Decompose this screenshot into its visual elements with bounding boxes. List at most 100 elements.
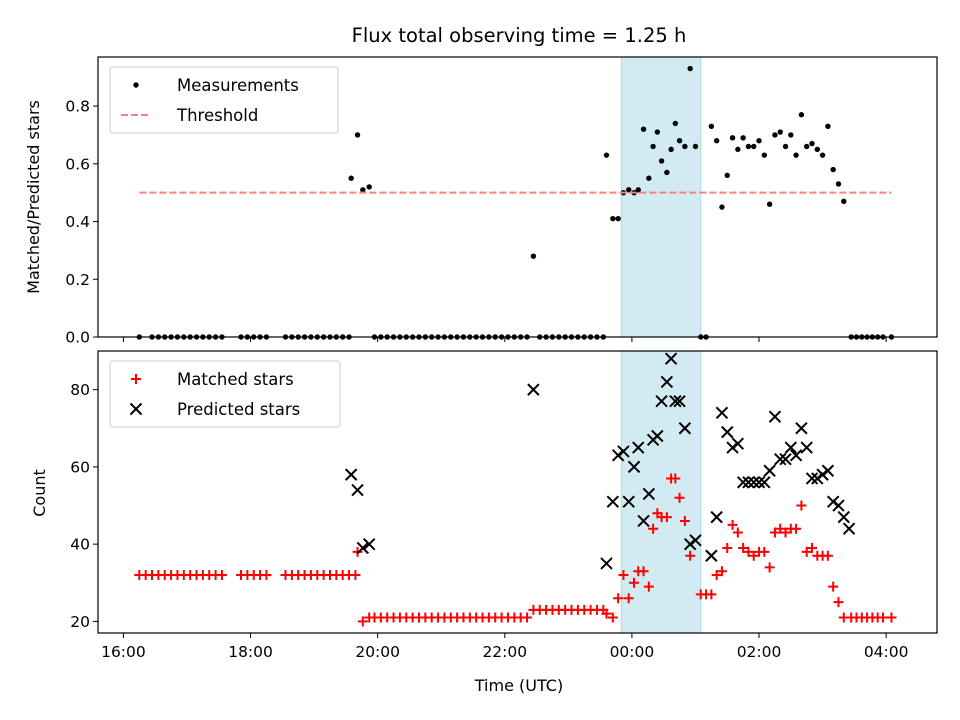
measurement-point — [635, 187, 641, 193]
matched-star-marker — [607, 612, 618, 623]
matched-star-marker — [764, 562, 775, 573]
predicted-star-marker — [617, 445, 630, 458]
matched-star-marker — [738, 543, 749, 554]
matched-star-marker — [822, 550, 833, 561]
matched-star-marker — [261, 570, 272, 581]
predicted-star-marker — [789, 449, 803, 462]
predicted-star-marker — [805, 472, 819, 485]
measurement-point — [740, 135, 746, 141]
measurement-point — [615, 215, 621, 222]
measurement-point — [809, 140, 815, 147]
predicted-star-marker — [683, 537, 697, 551]
predicted-star-marker — [660, 375, 674, 389]
predicted-star-marker — [673, 395, 686, 408]
top-y-tick-label: 0.4 — [65, 213, 90, 231]
bottom-y-tick-label: 60 — [70, 458, 90, 476]
predicted-star-marker — [527, 383, 540, 396]
matched-star-marker — [791, 523, 802, 534]
top-axes-frame — [97, 56, 938, 338]
predicted-star-marker — [731, 437, 745, 450]
bottom-y-tick-label: 80 — [70, 381, 90, 399]
predicted-star-marker — [627, 460, 641, 474]
matched-star-marker — [769, 527, 780, 538]
matched-star-marker — [711, 570, 722, 581]
predicted-star-marker — [356, 541, 370, 555]
predicted-star-marker — [837, 510, 850, 524]
matched-star-marker — [661, 512, 672, 523]
predicted-star-marker — [351, 483, 364, 497]
matched-star-marker — [886, 612, 897, 623]
top-y-axis-label: Matched/Predicted stars — [24, 100, 43, 294]
measurement-point — [793, 152, 799, 158]
matched-star-marker — [679, 515, 690, 526]
matched-star-marker — [706, 589, 717, 600]
measurement-point — [348, 175, 354, 181]
measurement-point — [745, 143, 752, 150]
matched-star-marker — [674, 492, 685, 503]
matched-star-marker — [350, 570, 361, 581]
legend-label: Measurements — [177, 76, 299, 95]
matched-star-marker — [643, 581, 654, 592]
predicted-star-marker — [611, 449, 625, 462]
legend-marker — [129, 402, 143, 416]
chart-title: Flux total observing time = 1.25 h — [352, 24, 687, 47]
predicted-star-marker — [726, 441, 739, 454]
top-shaded-region — [620, 56, 702, 338]
measurement-point — [761, 152, 768, 158]
measurement-point — [672, 120, 679, 127]
predicted-star-marker — [678, 422, 692, 435]
matched-star-marker — [357, 616, 368, 627]
measurement-point — [788, 132, 794, 138]
measurement-point — [724, 172, 730, 179]
measurement-point — [603, 152, 610, 158]
predicted-star-marker — [689, 534, 702, 547]
legend-label: Predicted stars — [177, 400, 300, 419]
predicted-star-marker — [800, 441, 813, 454]
measurement-point — [798, 112, 805, 118]
bottom-shaded-region — [620, 350, 702, 634]
predicted-star-marker — [651, 429, 664, 443]
matched-star-marker — [780, 527, 791, 538]
top-y-tick-label: 0.2 — [65, 271, 90, 289]
measurement-point — [610, 215, 616, 222]
predicted-star-marker — [606, 495, 620, 508]
predicted-star-marker — [826, 495, 840, 508]
measurement-point — [646, 175, 652, 181]
matched-star-marker — [352, 546, 363, 557]
measurement-point — [640, 126, 647, 132]
bottom-y-axis-label: Count — [30, 469, 49, 517]
predicted-star-marker — [715, 406, 729, 420]
predicted-star-marker — [821, 464, 835, 477]
legend-marker — [131, 374, 141, 384]
measurement-point — [766, 201, 773, 207]
matched-star-marker — [522, 612, 533, 623]
top-panel: 0.0 0.2 0.4 0.6 0.8 Measurements Threshold — [65, 56, 938, 347]
top-legend: Measurements Threshold — [109, 66, 339, 134]
measurement-point — [708, 123, 715, 129]
predicted-star-marker — [637, 514, 650, 528]
bottom-axes-frame — [97, 350, 938, 634]
matched-star-marker — [623, 593, 634, 604]
x-tick-label: 18:00 — [228, 643, 273, 661]
bottom-legend: Matched stars Predicted stars — [109, 360, 341, 428]
matched-star-marker — [759, 546, 770, 557]
measurement-point — [654, 129, 661, 135]
measurement-point — [664, 169, 670, 176]
matched-star-marker — [801, 546, 812, 557]
measurement-point — [676, 138, 683, 144]
measurement-point — [626, 187, 632, 193]
matched-star-marker — [722, 543, 733, 554]
predicted-star-marker — [747, 476, 760, 489]
predicted-star-marker — [736, 476, 750, 489]
predicted-star-marker — [642, 487, 656, 501]
measurement-point — [692, 143, 699, 150]
top-series-measurements — [136, 65, 895, 340]
matched-star-marker — [796, 500, 807, 511]
measurement-point — [819, 152, 826, 158]
predicted-star-marker — [752, 476, 766, 489]
x-tick-label: 02:00 — [737, 643, 782, 661]
measurement-point — [366, 184, 372, 190]
legend-box — [109, 360, 341, 428]
matched-star-marker — [748, 550, 759, 561]
